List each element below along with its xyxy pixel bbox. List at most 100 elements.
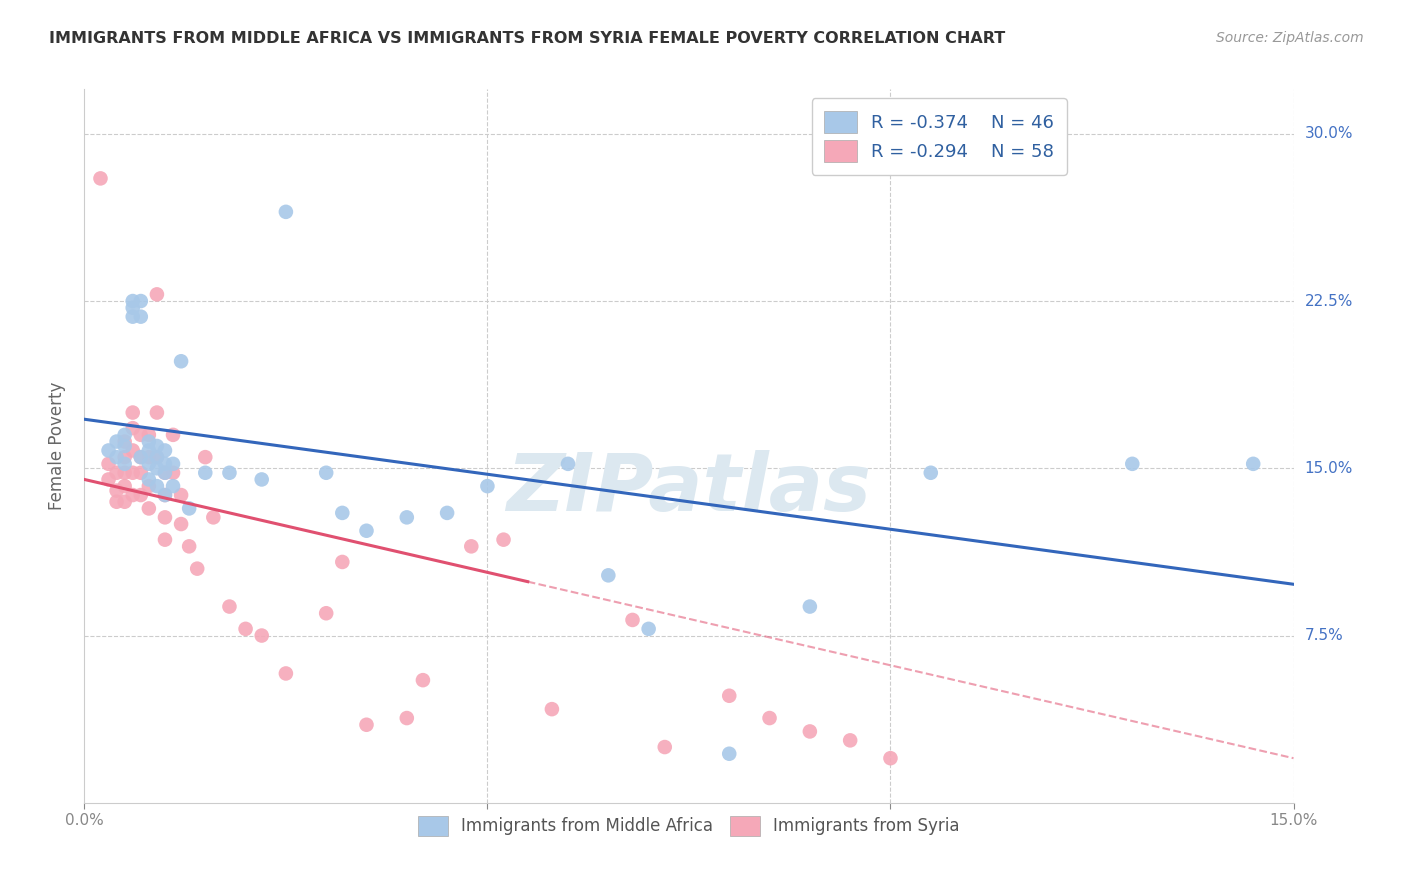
Point — [920, 466, 942, 480]
Point — [162, 479, 184, 493]
Point — [138, 457, 160, 471]
Point — [330, 555, 353, 569]
Point — [114, 427, 136, 442]
Point — [146, 461, 169, 475]
Point — [121, 405, 143, 419]
Point — [105, 434, 128, 449]
Point — [315, 607, 337, 621]
Point — [129, 488, 152, 502]
Text: 15.0%: 15.0% — [1305, 461, 1353, 475]
Text: 7.5%: 7.5% — [1305, 628, 1343, 643]
Point — [153, 533, 176, 547]
Point — [153, 488, 176, 502]
Point — [138, 434, 160, 449]
Point — [121, 488, 143, 502]
Point — [621, 613, 644, 627]
Point — [114, 450, 136, 464]
Point — [121, 466, 143, 480]
Point — [330, 506, 353, 520]
Point — [162, 457, 184, 471]
Point — [138, 479, 160, 493]
Point — [179, 539, 201, 553]
Point — [186, 562, 208, 576]
Point — [121, 301, 143, 315]
Point — [114, 479, 136, 493]
Point — [97, 443, 120, 458]
Point — [477, 479, 499, 493]
Point — [718, 747, 741, 761]
Text: Source: ZipAtlas.com: Source: ZipAtlas.com — [1216, 31, 1364, 45]
Point — [129, 450, 152, 464]
Point — [492, 533, 515, 547]
Point — [105, 483, 128, 498]
Point — [89, 171, 111, 186]
Point — [356, 717, 378, 731]
Point — [250, 628, 273, 642]
Point — [274, 204, 297, 219]
Point — [114, 494, 136, 508]
Point — [146, 450, 169, 464]
Point — [138, 443, 160, 458]
Point — [146, 479, 169, 493]
Point — [121, 310, 143, 324]
Point — [218, 599, 240, 614]
Point — [162, 466, 184, 480]
Point — [153, 466, 176, 480]
Text: ZIPatlas: ZIPatlas — [506, 450, 872, 528]
Point — [153, 466, 176, 480]
Point — [758, 711, 780, 725]
Point — [799, 599, 821, 614]
Point — [114, 466, 136, 480]
Point — [395, 711, 418, 725]
Point — [146, 287, 169, 301]
Point — [170, 488, 193, 502]
Point — [194, 450, 217, 464]
Point — [138, 473, 160, 487]
Point — [879, 751, 901, 765]
Point — [356, 524, 378, 538]
Text: IMMIGRANTS FROM MIDDLE AFRICA VS IMMIGRANTS FROM SYRIA FEMALE POVERTY CORRELATIO: IMMIGRANTS FROM MIDDLE AFRICA VS IMMIGRA… — [49, 31, 1005, 46]
Text: 30.0%: 30.0% — [1305, 127, 1353, 141]
Point — [194, 466, 217, 480]
Point — [235, 622, 257, 636]
Point — [153, 443, 176, 458]
Point — [162, 427, 184, 442]
Point — [121, 443, 143, 458]
Point — [121, 293, 143, 308]
Point — [97, 473, 120, 487]
Point — [839, 733, 862, 747]
Point — [250, 473, 273, 487]
Point — [202, 510, 225, 524]
Point — [121, 421, 143, 435]
Point — [105, 466, 128, 480]
Point — [129, 293, 152, 308]
Point — [598, 568, 620, 582]
Point — [146, 439, 169, 453]
Point — [1121, 457, 1143, 471]
Y-axis label: Female Poverty: Female Poverty — [48, 382, 66, 510]
Point — [129, 450, 152, 464]
Point — [153, 510, 176, 524]
Point — [170, 354, 193, 368]
Point — [541, 702, 564, 716]
Point — [557, 457, 579, 471]
Point — [114, 434, 136, 449]
Point — [153, 457, 176, 471]
Point — [138, 450, 160, 464]
Point — [170, 516, 193, 531]
Point — [105, 450, 128, 464]
Point — [274, 666, 297, 681]
Point — [105, 494, 128, 508]
Point — [153, 488, 176, 502]
Point — [114, 457, 136, 471]
Point — [146, 450, 169, 464]
Point — [179, 501, 201, 516]
Point — [218, 466, 240, 480]
Point — [138, 427, 160, 442]
Point — [718, 689, 741, 703]
Point — [315, 466, 337, 480]
Point — [97, 457, 120, 471]
Point — [114, 439, 136, 453]
Point — [460, 539, 482, 553]
Point — [799, 724, 821, 739]
